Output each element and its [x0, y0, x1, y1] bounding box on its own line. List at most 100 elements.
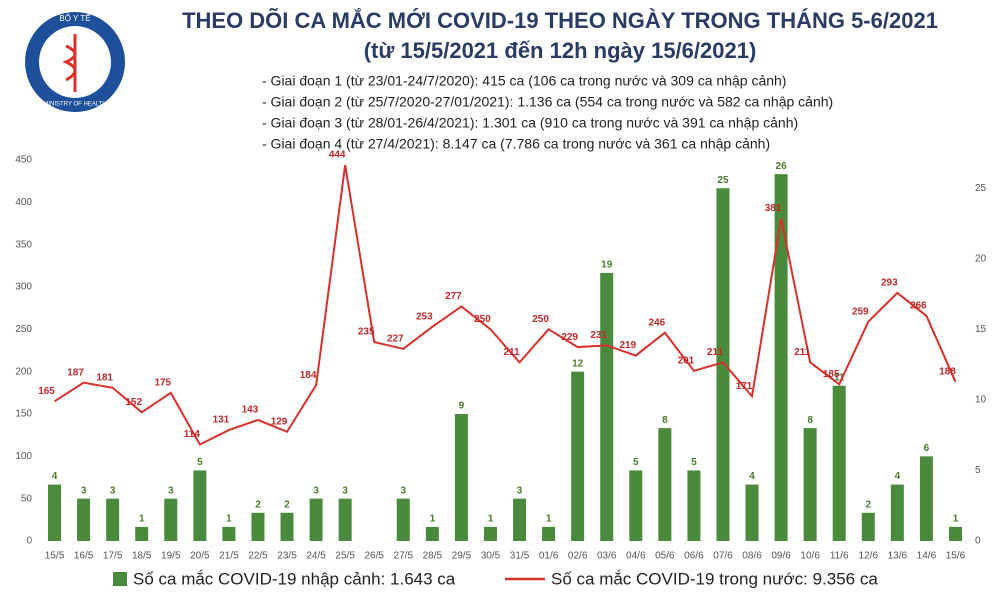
y2-tick-label: 0 [975, 536, 981, 547]
x-tick-label: 16/5 [74, 551, 94, 562]
line-value-label: 175 [154, 377, 171, 388]
bar [600, 272, 614, 541]
line-value-label: 184 [300, 370, 317, 381]
bar-value-label: 1 [139, 514, 145, 525]
note: - Giai đoạn 2 (từ 25/7/2020-27/01/2021):… [262, 94, 833, 110]
bar [571, 371, 585, 541]
bar [77, 498, 91, 541]
bar-value-label: 8 [662, 415, 668, 426]
x-tick-label: 27/5 [394, 551, 414, 562]
x-tick-label: 13/6 [888, 551, 908, 562]
line-value-label: 211 [794, 347, 811, 358]
bar-value-label: 1 [953, 514, 959, 525]
bar [193, 470, 207, 541]
bar-value-label: 3 [110, 485, 116, 496]
legend-swatch [113, 572, 127, 586]
y-tick-label: 350 [15, 239, 32, 250]
bar [658, 428, 672, 541]
line-value-label: 211 [707, 347, 724, 358]
bar-value-label: 1 [430, 514, 436, 525]
y2-tick-label: 20 [975, 253, 987, 264]
line-value-label: 250 [532, 314, 549, 325]
x-tick-label: 22/5 [248, 551, 268, 562]
x-tick-label: 15/5 [45, 551, 65, 562]
x-tick-label: 30/5 [481, 551, 501, 562]
line-value-label: 143 [242, 405, 259, 416]
line-value-label: 250 [474, 314, 491, 325]
bar-value-label: 9 [459, 401, 465, 412]
x-tick-label: 10/6 [800, 551, 820, 562]
chart-title: THEO DÕI CA MẮC MỚI COVID-19 THEO NGÀY T… [182, 8, 938, 33]
legend-label: Số ca mắc COVID-19 trong nước: 9.356 ca [551, 569, 878, 588]
y-tick-label: 0 [26, 536, 32, 547]
x-tick-label: 17/5 [103, 551, 123, 562]
bar [164, 498, 178, 541]
bar [629, 470, 643, 541]
bar [745, 484, 759, 541]
line-value-label: 444 [329, 150, 346, 161]
line-value-label: 259 [852, 306, 869, 317]
line-value-label: 171 [736, 381, 753, 392]
y-tick-label: 450 [15, 155, 32, 166]
y-tick-label: 200 [15, 366, 32, 377]
bar [309, 498, 323, 541]
bar [803, 428, 817, 541]
bar-value-label: 3 [313, 485, 319, 496]
line-value-label: 246 [649, 317, 666, 328]
bar-value-label: 5 [197, 457, 203, 468]
line-value-label: 188 [939, 366, 956, 377]
bar [48, 484, 62, 541]
line-value-label: 381 [765, 203, 782, 214]
bar [454, 414, 468, 541]
x-tick-label: 03/6 [597, 551, 617, 562]
bar-value-label: 19 [601, 260, 613, 271]
line-value-label: 131 [213, 415, 230, 426]
logo-top-text: BỘ Y TẾ [59, 13, 90, 23]
y2-tick-label: 15 [975, 324, 987, 335]
note: - Giai đoạn 1 (từ 23/01-24/7/2020): 415 … [262, 73, 786, 89]
y2-tick-label: 25 [975, 183, 987, 194]
x-tick-label: 18/5 [132, 551, 152, 562]
line-value-label: 293 [881, 278, 898, 289]
bar-value-label: 5 [691, 457, 697, 468]
bar [890, 484, 904, 541]
x-tick-label: 21/5 [219, 551, 239, 562]
line-value-label: 227 [387, 333, 404, 344]
bar-value-label: 11 [834, 372, 845, 383]
x-tick-label: 02/6 [568, 551, 588, 562]
legend-label: Số ca mắc COVID-19 nhập cảnh: 1.643 ca [133, 569, 456, 588]
bar [425, 526, 439, 541]
x-tick-label: 26/5 [364, 551, 384, 562]
note: - Giai đoạn 3 (từ 28/01-26/4/2021): 1.30… [262, 115, 798, 131]
bar-value-label: 1 [488, 514, 494, 525]
line-value-label: 235 [358, 327, 375, 338]
x-tick-label: 04/6 [626, 551, 646, 562]
bar [251, 512, 265, 541]
line-value-label: 266 [910, 300, 927, 311]
bar [338, 498, 352, 541]
bar [687, 470, 701, 541]
bar-value-label: 1 [226, 514, 232, 525]
line [53, 164, 957, 446]
bar-value-label: 2 [866, 499, 872, 510]
y-tick-label: 50 [21, 493, 33, 504]
bar [513, 498, 527, 541]
line-value-label: 277 [445, 291, 462, 302]
x-tick-label: 15/6 [946, 551, 966, 562]
bar-value-label: 4 [895, 471, 901, 482]
line-value-label: 129 [271, 416, 288, 427]
y2-tick-label: 10 [975, 395, 987, 406]
bar [106, 498, 120, 541]
y2-tick-label: 5 [975, 465, 981, 476]
logo: BỘ Y TẾ MINISTRY OF HEALTH [25, 12, 125, 112]
note: - Giai đoạn 4 (từ 27/4/2021): 8.147 ca (… [262, 136, 770, 152]
y-tick-label: 400 [15, 197, 32, 208]
x-tick-label: 25/5 [335, 551, 355, 562]
x-tick-label: 29/5 [452, 551, 472, 562]
bar [542, 526, 556, 541]
bar-value-label: 6 [924, 443, 930, 454]
bar-value-label: 3 [517, 485, 523, 496]
bar-value-label: 2 [255, 499, 261, 510]
bar-value-label: 8 [807, 415, 813, 426]
